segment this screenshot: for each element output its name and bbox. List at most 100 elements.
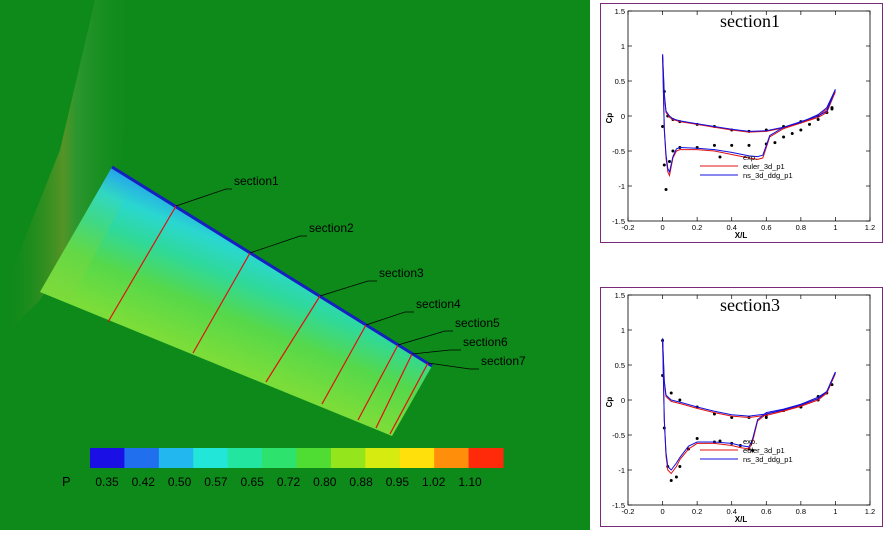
section-leader-line [411,349,461,355]
contour-plot: section1 section2 section3 section4 section5… [0,0,590,530]
colorbar-cell [193,448,229,468]
section-line [107,205,177,323]
section-label: section6 [463,335,508,349]
section-line [389,362,429,435]
y-tick-label: -0.5 [612,431,625,440]
exp-data-point [830,107,834,111]
x-tick-label: 0.8 [796,507,806,516]
x-axis-label: X/L [735,515,748,524]
exp-data-point [790,132,794,135]
series-line-euler_3d_p1 [662,56,836,133]
section-leader-line [365,311,414,326]
y-tick-label: 0 [621,112,625,121]
exp-data-point [764,416,768,419]
cp-chart-section1: section1 -1.5 -1 -0.5 0 0.5 1 1.5 -0.2 0 0.2 0.4 0.6… [600,3,883,243]
colorbar-tick-label: 1.10 [458,475,482,489]
colorbar-cell [158,448,194,468]
colorbar: 0.35 0.42 0.50 0.57 0.65 0.72 0.80 0.88 0.95 1.02… [62,448,504,489]
colorbar-cell [365,448,401,468]
section-line [265,295,321,383]
exp-data-point [678,465,682,468]
colorbar-cell [262,448,297,468]
legend-label: euler_3d_p1 [743,446,785,455]
y-tick-label: -1 [618,182,625,191]
exp-data-point [674,475,678,479]
colorbar-tick-label: 1.02 [422,475,446,489]
exp-data-point [678,398,682,402]
y-tick-label: -1.5 [612,217,625,226]
exp-data-point [661,125,665,128]
colorbar-cell [330,448,366,468]
y-tick-label: 1 [621,42,625,51]
y-axis-label: Cp [605,113,614,124]
section-label: section7 [481,354,526,368]
section-line [192,252,251,354]
wing-surface [40,167,432,436]
cp-chart-section3: section3 -1.5 -1 -0.5 0 0.5 1 1.5 -0.2 0 0.2 0.4 0.6… [600,287,883,527]
section-label: section2 [309,221,354,235]
x-tick-label: 0.2 [692,507,702,516]
exp-data-point [773,141,777,145]
exp-data-point [750,448,754,452]
colorbar-cell [227,448,263,468]
exp-data-point [664,188,668,191]
x-tick-label: 0 [660,223,664,232]
exp-data-point [747,143,751,147]
section-label: section5 [455,316,500,330]
colorbar-cell [296,448,332,468]
exp-data-point [662,163,666,167]
colorbar-cell [90,448,125,468]
section-leader-line [249,235,307,254]
y-tick-label: 0.5 [615,361,625,370]
section-line [375,353,413,429]
colorbar-tick-label: 0.50 [168,475,192,489]
y-tick-label: 1.5 [615,291,625,300]
y-axis-label: Cp [605,397,614,408]
series-line-ns_3d_ddg_p1 [662,338,836,471]
section-line [357,344,399,421]
colorbar-cell [124,448,160,468]
section-label: section4 [416,297,461,311]
legend-marker [718,155,722,159]
colorbar-tick-label: 0.57 [204,475,228,489]
legend-label: euler_3d_p1 [743,162,785,171]
exp-data-point [669,391,673,395]
exp-data-point [669,479,673,482]
x-tick-label: 0.8 [796,223,806,232]
section-leader-line [175,188,232,207]
x-tick-label: 0 [660,507,664,516]
legend-label: ns_3d_ddg_p1 [743,171,793,180]
exp-data-point [808,122,811,126]
x-tick-label: 0.4 [726,507,736,516]
series-line-euler_3d_p1 [662,340,836,475]
x-tick-label: 0.6 [761,507,771,516]
exp-data-point [712,143,716,147]
section-label: section3 [379,266,424,280]
x-tick-label: 1 [833,507,837,516]
y-tick-label: 1 [621,326,625,335]
x-tick-label: 1.2 [865,507,875,516]
section-leader-line [397,330,453,346]
contour-panel: section1 section2 section3 section4 section5… [0,0,590,530]
y-tick-label: 0.5 [615,77,625,86]
y-tick-label: 0 [621,396,625,405]
colorbar-tick-label: 0.35 [95,475,119,489]
chart-title: section1 [720,11,780,31]
exp-data-point [782,135,786,139]
section-leader-line [427,362,479,370]
colorbar-tick-label: 0.95 [386,475,410,489]
series-line-ns_3d_ddg_p1 [662,338,836,417]
chart-title: section3 [720,295,780,315]
cp-plots-panel: section1 -1.5 -1 -0.5 0 0.5 1 1.5 -0.2 0 0.2 0.4 0.6… [590,0,883,530]
x-tick-label: -0.2 [622,223,635,232]
x-tick-label: 0.6 [761,223,771,232]
y-tick-label: -0.5 [612,147,625,156]
wing-leading-edge-line [111,165,433,368]
exp-data-point [695,437,699,440]
x-tick-label: 0.2 [692,223,702,232]
series-line-euler_3d_p1 [662,340,836,419]
y-tick-label: -1.5 [612,501,625,510]
y-tick-label: -1 [618,466,625,475]
legend-label: ns_3d_ddg_p1 [743,455,793,464]
x-axis-label: X/L [735,231,748,240]
